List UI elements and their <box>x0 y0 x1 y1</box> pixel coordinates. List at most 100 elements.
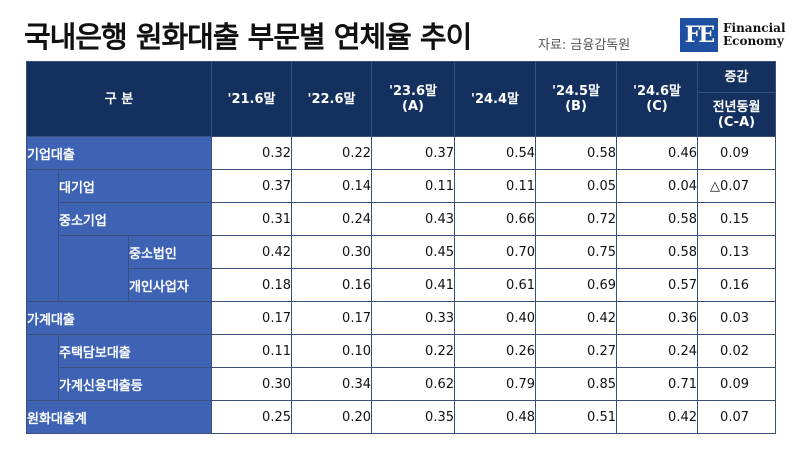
cell-value: 0.57 <box>616 268 698 302</box>
cell-value: 0.46 <box>616 136 698 170</box>
cell-value: 0.17 <box>291 301 372 335</box>
cell-value: 0.42 <box>535 301 617 335</box>
cell-value: 0.11 <box>371 169 455 203</box>
cell-value: 0.25 <box>211 400 292 434</box>
row-label: 중소법인 <box>128 235 212 269</box>
cell-value: 0.58 <box>616 235 698 269</box>
table-row: 기업대출 0.32 0.22 0.37 0.54 0.58 0.46 0.09 <box>26 136 776 170</box>
logo-line-2: Economy <box>723 34 784 48</box>
header-change-top: 증감 <box>697 61 776 93</box>
cell-value: 0.43 <box>371 202 455 236</box>
cell-value: 0.79 <box>454 367 536 401</box>
row-label: 기업대출 <box>26 136 212 170</box>
table-row: 가계대출 0.17 0.17 0.33 0.40 0.42 0.36 0.03 <box>26 301 776 335</box>
cell-value: 0.30 <box>211 367 292 401</box>
table-row: 주택담보대출 0.11 0.10 0.22 0.26 0.27 0.24 0.0… <box>26 334 776 401</box>
cell-value: 0.18 <box>211 268 292 302</box>
cell-value: 0.22 <box>291 136 372 170</box>
logo-line-1: Financial <box>723 21 786 35</box>
header-col-4: '24.5말 (B) <box>535 61 617 137</box>
cell-value: 0.34 <box>291 367 372 401</box>
cell-value: 0.36 <box>616 301 698 335</box>
cell-change: 0.09 <box>697 367 776 401</box>
cell-value: 0.51 <box>535 400 617 434</box>
cell-value: 0.37 <box>371 136 455 170</box>
cell-value: 0.31 <box>211 202 292 236</box>
table-row: 중소법인 0.42 0.30 0.45 0.70 0.75 0.58 0.13 <box>27 235 776 302</box>
cell-value: 0.24 <box>616 334 698 368</box>
cell-value: 0.20 <box>291 400 372 434</box>
cell-value: 0.32 <box>211 136 292 170</box>
header-col-1: '22.6말 <box>291 61 372 137</box>
cell-value: 0.45 <box>371 235 455 269</box>
cell-value: 0.35 <box>371 400 455 434</box>
cell-value: 0.41 <box>371 268 455 302</box>
row-label: 가계신용대출등 <box>58 367 212 401</box>
indent-block <box>58 235 129 302</box>
cell-value: 0.75 <box>535 235 617 269</box>
row-label: 대기업 <box>58 169 212 203</box>
cell-change: 0.02 <box>697 334 776 368</box>
logo-mark: FE <box>680 18 718 52</box>
cell-value: 0.14 <box>291 169 372 203</box>
cell-value: 0.26 <box>454 334 536 368</box>
cell-value: 0.24 <box>291 202 372 236</box>
cell-value: 0.22 <box>371 334 455 368</box>
cell-value: 0.10 <box>291 334 372 368</box>
cell-change: 0.13 <box>697 235 776 269</box>
cell-value: 0.42 <box>616 400 698 434</box>
cell-value: 0.40 <box>454 301 536 335</box>
header-col-0: '21.6말 <box>211 61 292 137</box>
cell-value: 0.58 <box>535 136 617 170</box>
header-col-3: '24.4말 <box>454 61 536 137</box>
cell-value: 0.27 <box>535 334 617 368</box>
table-row: 대기업 0.37 0.14 0.11 0.11 0.05 0.04 △0.07 <box>26 169 776 302</box>
cell-value: 0.05 <box>535 169 617 203</box>
cell-value: 0.54 <box>454 136 536 170</box>
source-note: 자료: 금융감독원 <box>538 38 631 53</box>
row-label: 주택담보대출 <box>58 334 212 368</box>
brand-logo: FE Financial Economy <box>680 18 786 52</box>
cell-value: 0.58 <box>616 202 698 236</box>
page-title: 국내은행 원화대출 부문별 연체율 추이 <box>24 20 472 54</box>
cell-change: 0.03 <box>697 301 776 335</box>
header-change-bottom: 전년동월 (C-A) <box>697 92 776 137</box>
delinquency-table: 구 분 '21.6말 '22.6말 '23.6말 (A) '24.4말 '24.5… <box>26 61 776 434</box>
cell-value: 0.17 <box>211 301 292 335</box>
cell-value: 0.11 <box>211 334 292 368</box>
indent-block <box>26 169 59 302</box>
table-row: 가계신용대출등 0.30 0.34 0.62 0.79 0.85 0.71 0.… <box>27 367 776 401</box>
cell-value: 0.16 <box>291 268 372 302</box>
cell-value: 0.37 <box>211 169 292 203</box>
header-category: 구 분 <box>26 61 212 137</box>
row-label: 개인사업자 <box>128 268 212 302</box>
cell-value: 0.11 <box>454 169 536 203</box>
table-row: 원화대출계 0.25 0.20 0.35 0.48 0.51 0.42 0.07 <box>26 400 776 434</box>
row-label: 중소기업 <box>58 202 212 236</box>
cell-change: 0.07 <box>697 400 776 434</box>
cell-change: △0.07 <box>697 169 776 203</box>
cell-value: 0.71 <box>616 367 698 401</box>
cell-value: 0.04 <box>616 169 698 203</box>
table-row: 중소기업 0.31 0.24 0.43 0.66 0.72 0.58 0.15 <box>27 202 776 236</box>
cell-value: 0.48 <box>454 400 536 434</box>
cell-value: 0.61 <box>454 268 536 302</box>
cell-value: 0.72 <box>535 202 617 236</box>
cell-value: 0.30 <box>291 235 372 269</box>
cell-value: 0.70 <box>454 235 536 269</box>
header-col-2: '23.6말 (A) <box>371 61 455 137</box>
logo-text: Financial Economy <box>723 22 786 48</box>
cell-change: 0.16 <box>697 268 776 302</box>
header-col-5: '24.6말 (C) <box>616 61 698 137</box>
cell-change: 0.09 <box>697 136 776 170</box>
cell-value: 0.33 <box>371 301 455 335</box>
cell-value: 0.62 <box>371 367 455 401</box>
cell-value: 0.69 <box>535 268 617 302</box>
row-label: 원화대출계 <box>26 400 212 434</box>
row-label: 가계대출 <box>26 301 212 335</box>
cell-change: 0.15 <box>697 202 776 236</box>
cell-value: 0.42 <box>211 235 292 269</box>
table-row: 개인사업자 0.18 0.16 0.41 0.61 0.69 0.57 0.16 <box>27 268 776 302</box>
cell-value: 0.85 <box>535 367 617 401</box>
indent-block <box>26 334 59 401</box>
